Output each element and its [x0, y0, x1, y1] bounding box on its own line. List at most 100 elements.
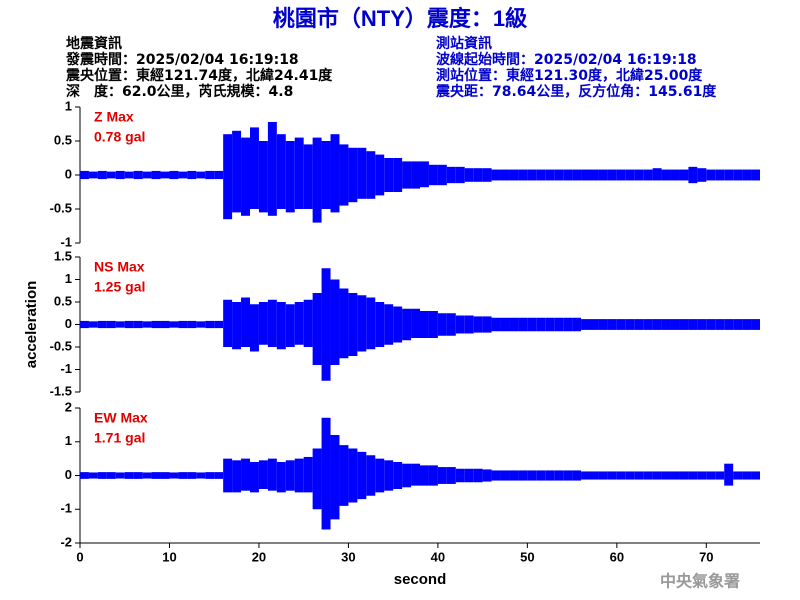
waveform-segment: [697, 471, 707, 480]
waveform-segment: [232, 302, 242, 350]
waveform-segment: [151, 170, 161, 180]
component-label: NS Max: [94, 259, 145, 275]
waveform-segment: [509, 317, 519, 332]
waveform-segment: [679, 169, 689, 181]
waveform-segment: [223, 458, 233, 493]
waveform-segment: [420, 465, 429, 486]
waveform-segment: [178, 171, 188, 179]
waveform-segment: [393, 306, 403, 343]
event-info: 地震資訊: [66, 35, 122, 52]
waveform-segment: [402, 463, 412, 488]
waveform-segment: [402, 161, 412, 189]
waveform-segment: [303, 144, 313, 209]
waveform-segment: [733, 471, 743, 480]
waveform-segment: [455, 315, 465, 334]
waveform-segment: [688, 319, 698, 330]
station-info: 震央距：78.64公里，反方位角：145.61度: [435, 83, 717, 100]
title: 桃園市（NTY）震度：1級: [273, 6, 527, 31]
y-tick-label: 1.5: [54, 248, 72, 263]
waveform-segment: [375, 302, 385, 347]
waveform-segment: [124, 171, 134, 179]
waveform-segment: [590, 471, 599, 480]
waveform-segment: [339, 445, 349, 506]
x-tick-label: 50: [520, 549, 534, 564]
waveform-segment: [187, 320, 197, 329]
waveform-segment: [545, 470, 555, 481]
waveform-segment: [411, 308, 420, 338]
waveform-segment: [250, 304, 259, 352]
waveform-segment: [232, 460, 242, 493]
waveform-segment: [124, 320, 134, 329]
waveform-segment: [437, 164, 447, 186]
waveform-segment: [187, 170, 197, 180]
waveform-segment: [88, 321, 98, 328]
waveform-segment: [178, 320, 188, 329]
waveform-segment: [97, 170, 107, 180]
waveform-segment: [643, 319, 653, 330]
event-info: 深 度：62.0公里，芮氏規模：4.8: [66, 83, 293, 100]
waveform-segment: [276, 134, 286, 209]
waveform-segment: [393, 462, 403, 489]
y-tick-label: -0.5: [50, 338, 72, 353]
waveform-segment: [715, 319, 725, 330]
waveform-segment: [196, 472, 206, 479]
waveform-segment: [160, 171, 170, 179]
waveform-segment: [679, 471, 689, 480]
waveform-segment: [652, 471, 662, 480]
waveform-segment: [241, 458, 250, 491]
waveform-segment: [554, 470, 564, 481]
waveform-segment: [688, 166, 698, 184]
waveform-segment: [196, 171, 206, 179]
waveform-segment: [303, 299, 313, 347]
waveform-segment: [509, 470, 519, 481]
waveform-segment: [223, 299, 233, 347]
waveform-segment: [357, 295, 367, 352]
waveform-segment: [420, 161, 429, 188]
waveform-segment: [482, 168, 492, 182]
waveform-segment: [437, 313, 447, 336]
waveform-segment: [178, 472, 188, 479]
y-tick-label: -1: [60, 501, 72, 516]
waveform-segment: [473, 168, 483, 182]
waveform-segment: [294, 458, 304, 493]
waveform-segment: [348, 293, 358, 356]
waveform-segment: [285, 304, 295, 347]
waveform-segment: [482, 316, 492, 333]
waveform-segment: [312, 137, 322, 223]
waveform-segment: [491, 470, 501, 481]
waveform-segment: [697, 319, 707, 330]
component-label: Z Max: [94, 109, 134, 125]
waveform-segment: [214, 472, 224, 479]
footer: 中央氣象署: [660, 572, 740, 591]
waveform-segment: [545, 169, 555, 181]
waveform-segment: [652, 319, 662, 330]
y-tick-label: 0: [65, 467, 72, 482]
station-info: 波線起始時間：2025/02/04 16:19:18: [436, 51, 697, 68]
waveform-segment: [366, 297, 376, 350]
x-tick-label: 10: [162, 549, 176, 564]
waveform-segment: [742, 169, 752, 181]
waveform-segment: [411, 161, 420, 189]
waveform-segment: [97, 320, 107, 329]
waveform-segment: [88, 472, 98, 479]
x-tick-label: 60: [610, 549, 624, 564]
waveform-segment: [339, 144, 349, 206]
y-tick-label: 1: [65, 98, 72, 113]
waveform-segment: [106, 171, 116, 179]
waveform-segment: [598, 471, 608, 480]
waveform-segment: [563, 169, 573, 181]
waveform-segment: [258, 460, 268, 489]
waveform-segment: [366, 151, 376, 199]
waveform-segment: [572, 317, 582, 332]
waveform-segment: [80, 320, 89, 329]
waveform-segment: [115, 321, 125, 328]
waveform-segment: [563, 317, 573, 332]
waveform-segment: [670, 319, 680, 330]
waveform-segment: [563, 470, 573, 481]
max-label: 0.78 gal: [94, 129, 145, 145]
waveform-segment: [616, 471, 626, 480]
waveform-segment: [616, 169, 626, 181]
waveform-segment: [706, 471, 716, 480]
station-info: 測站資訊: [436, 35, 492, 52]
